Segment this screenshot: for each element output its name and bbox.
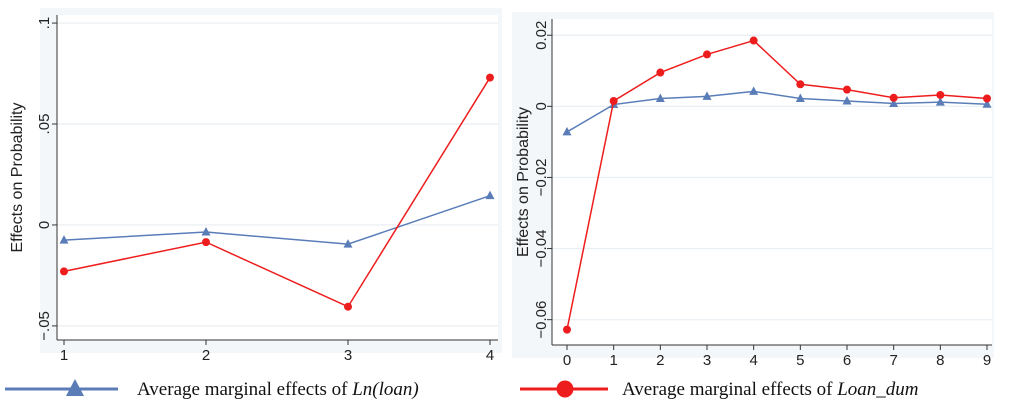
x-tick-label: 3 xyxy=(703,352,711,369)
data-point xyxy=(344,302,352,311)
series-line-loan-dum xyxy=(63,77,491,308)
data-point xyxy=(486,73,494,82)
data-point xyxy=(936,90,945,99)
data-point xyxy=(60,267,68,276)
data-point xyxy=(655,93,665,103)
series-line-ln-loan- xyxy=(63,194,491,245)
data-point xyxy=(609,97,618,105)
data-point xyxy=(563,325,571,334)
series-line-ln-loan- xyxy=(566,90,988,133)
data-point xyxy=(749,86,759,95)
data-point xyxy=(796,80,805,89)
x-tick-label: 1 xyxy=(609,352,617,369)
legend-label: Average marginal effects of Ln(loan) xyxy=(137,379,419,400)
data-point xyxy=(935,97,945,106)
circle-marker-icon xyxy=(556,380,574,398)
legend-label: Average marginal effects of Loan_dum xyxy=(622,379,919,400)
data-point xyxy=(843,85,851,94)
y-tick-label: 0.02 xyxy=(533,21,550,50)
y-tick-label: −0.04 xyxy=(533,230,550,268)
left-panel: −.05 0 .05 .1 1 2 3 4 Effects on Probability xyxy=(9,8,502,364)
x-tick-label: 7 xyxy=(889,352,897,369)
data-point xyxy=(889,98,899,107)
x-tick-label: 5 xyxy=(796,352,804,369)
data-point xyxy=(202,238,210,247)
y-axis-title: Effects on Probability xyxy=(515,107,532,257)
data-point xyxy=(703,50,711,59)
x-tick-label: 9 xyxy=(983,352,991,369)
data-point xyxy=(485,190,495,200)
data-point xyxy=(343,239,353,248)
x-tick-label: 3 xyxy=(344,347,352,364)
y-tick-label: 0 xyxy=(533,102,550,110)
right-panel: −0.06 −0.04 −0.02 0 0.02 0 1 2 3 4 5 6 7 8 9 Effects on… xyxy=(512,12,994,369)
x-tick-label: 4 xyxy=(749,352,757,369)
x-tick-label: 1 xyxy=(60,347,68,364)
x-tick-label: 2 xyxy=(656,352,664,369)
x-tick-label: 4 xyxy=(486,347,494,364)
plot-area xyxy=(552,19,992,345)
y-tick-label: .05 xyxy=(36,114,53,135)
series-line-loan-dum xyxy=(566,39,988,330)
data-point xyxy=(795,93,805,103)
y-tick-label: −0.02 xyxy=(533,158,550,196)
y-tick-label: 0 xyxy=(36,221,53,229)
x-tick-label: 2 xyxy=(202,347,210,364)
plot-area xyxy=(57,15,498,340)
data-point xyxy=(59,235,69,244)
data-point xyxy=(889,93,898,102)
y-tick-label: −.05 xyxy=(36,311,53,341)
data-point xyxy=(702,91,712,100)
legend: Average marginal effects of Ln(loan) Aver… xyxy=(5,379,919,400)
x-tick-label: 0 xyxy=(563,352,571,369)
data-point xyxy=(983,94,991,103)
data-point xyxy=(749,36,758,45)
data-point xyxy=(982,99,992,108)
y-axis-title: Effects on Probability xyxy=(9,102,26,252)
data-point xyxy=(842,96,852,105)
triangle-marker-icon xyxy=(66,379,84,396)
y-tick-label: .1 xyxy=(36,17,53,30)
y-tick-label: −0.06 xyxy=(533,301,550,339)
data-point xyxy=(201,227,211,236)
data-point xyxy=(656,68,665,77)
x-tick-label: 8 xyxy=(936,352,944,369)
data-point xyxy=(562,126,572,136)
x-tick-label: 6 xyxy=(843,352,851,369)
